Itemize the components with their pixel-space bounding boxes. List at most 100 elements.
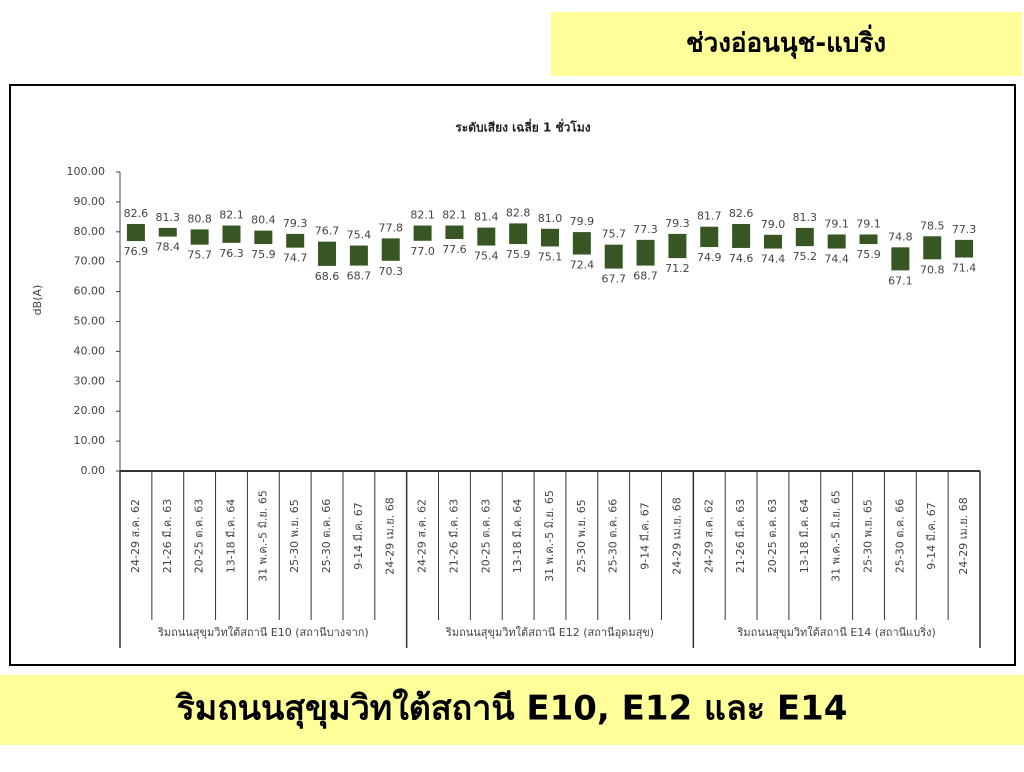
low-label: 77.0 — [410, 245, 435, 258]
chart-frame — [9, 84, 1016, 666]
low-label: 74.9 — [697, 251, 722, 264]
high-label: 81.3 — [793, 211, 818, 224]
x-tick-label: 21-26 มี.ค. 63 — [734, 499, 747, 574]
plot: 0.00 10.00 20.00 30.00 40.00 50.00 60.00 70.00 8… — [67, 165, 981, 648]
range-bar — [158, 227, 177, 237]
low-label: 67.1 — [888, 274, 913, 287]
high-label: 80.8 — [187, 212, 212, 225]
x-tick-label: 21-26 มี.ค. 63 — [447, 499, 460, 574]
x-tick-label: 25-30 ต.ค. 66 — [893, 499, 906, 573]
range-bar — [955, 239, 974, 258]
y-tick-label: 60.00 — [74, 285, 106, 298]
x-tick-label: 24-29 ส.ค. 62 — [702, 499, 715, 573]
low-label: 77.6 — [442, 243, 467, 256]
high-label: 82.6 — [729, 207, 754, 220]
high-label: 79.0 — [761, 218, 786, 231]
x-tick-label: 20-25 ต.ค. 63 — [479, 499, 492, 573]
low-label: 68.7 — [347, 270, 372, 283]
range-bar — [795, 227, 814, 247]
range-bar — [222, 225, 241, 243]
low-label: 68.7 — [633, 270, 658, 283]
low-label: 74.4 — [824, 253, 849, 266]
low-label: 70.8 — [920, 263, 945, 276]
high-label: 76.7 — [315, 225, 340, 238]
x-tick-label: 24-29 เม.ย. 68 — [384, 497, 397, 574]
low-label: 67.7 — [601, 273, 626, 286]
x-tick-label: 9-14 มี.ค. 67 — [925, 502, 938, 570]
high-label: 77.3 — [633, 223, 658, 236]
x-tick-label: 25-30 พ.ย. 65 — [288, 499, 301, 573]
low-label: 74.7 — [283, 252, 308, 265]
y-axis-label: dB(A) — [31, 285, 44, 316]
footer-title: ริมถนนสุขุมวิทใต้สถานี E10, E12 และ E14 — [175, 688, 848, 730]
range-bar — [445, 225, 464, 239]
high-label: 81.3 — [156, 211, 181, 224]
high-label: 77.3 — [952, 223, 977, 236]
low-label: 75.9 — [856, 248, 881, 261]
low-label: 76.9 — [124, 245, 149, 258]
range-bar — [477, 227, 496, 246]
group-label: ริมถนนสุขุมวิทใต้สถานี E14 (สถานีแบริ่ง) — [736, 624, 935, 639]
x-tick-label: 20-25 ต.ค. 63 — [766, 499, 779, 573]
range-bar — [763, 234, 782, 249]
range-bar — [509, 223, 528, 245]
low-label: 76.3 — [219, 247, 244, 260]
x-tick-label: 24-29 ส.ค. 62 — [129, 499, 142, 573]
x-tick-label: 25-30 ต.ค. 66 — [320, 499, 333, 573]
y-tick-label: 100.00 — [67, 165, 106, 178]
y-tick-label: 0.00 — [81, 464, 106, 477]
high-label: 82.1 — [410, 209, 435, 222]
range-bar — [572, 232, 591, 255]
low-label: 74.6 — [729, 252, 754, 265]
x-tick-label: 24-29 ส.ค. 62 — [416, 499, 429, 573]
x-tick-label: 9-14 มี.ค. 67 — [639, 502, 652, 570]
group-label: ริมถนนสุขุมวิทใต้สถานี E10 (สถานีบางจาก) — [157, 626, 369, 639]
high-label: 81.4 — [474, 211, 499, 224]
range-bar — [349, 245, 368, 266]
x-tick-label: 13-18 มี.ค. 64 — [798, 499, 811, 574]
low-label: 75.9 — [506, 248, 531, 261]
y-tick-label: 40.00 — [74, 344, 106, 357]
range-bar — [668, 233, 687, 259]
low-label: 74.4 — [761, 253, 786, 266]
header-box — [551, 12, 1022, 76]
range-bar — [318, 241, 337, 266]
y-tick-label: 20.00 — [74, 404, 106, 417]
y-tick-label: 90.00 — [74, 195, 106, 208]
x-tick-label: 31 พ.ค.-5 มิ.ย. 65 — [256, 490, 269, 582]
x-tick-label: 20-25 ต.ค. 63 — [193, 499, 206, 573]
low-label: 75.1 — [538, 250, 563, 263]
range-bar — [254, 230, 273, 245]
x-tick-label: 31 พ.ค.-5 มิ.ย. 65 — [830, 490, 843, 582]
high-label: 75.7 — [601, 228, 626, 241]
low-label: 78.4 — [156, 241, 181, 254]
low-label: 71.4 — [952, 262, 977, 275]
y-tick-label: 30.00 — [74, 374, 106, 387]
range-bar — [286, 233, 305, 248]
group-label: ริมถนนสุขุมวิทใต้สถานี E12 (สถานีอุดมสุข… — [445, 626, 654, 639]
low-label: 75.9 — [251, 248, 276, 261]
x-tick-label: 24-29 เม.ย. 68 — [957, 497, 970, 574]
low-label: 68.6 — [315, 270, 340, 283]
x-tick-label: 21-26 มี.ค. 63 — [161, 499, 174, 574]
range-bar — [891, 247, 910, 271]
chart-title: ระดับเสียง เฉลี่ย 1 ชั่วโมง — [455, 119, 590, 135]
x-tick-label: 31 พ.ค.-5 มิ.ย. 65 — [543, 490, 556, 582]
range-bar — [827, 234, 846, 249]
range-bar — [700, 226, 719, 248]
y-tick-label: 70.00 — [74, 255, 106, 268]
high-label: 77.8 — [378, 221, 403, 234]
high-label: 82.1 — [442, 209, 467, 222]
low-label: 75.4 — [474, 250, 499, 263]
high-label: 74.8 — [888, 230, 913, 243]
low-label: 71.2 — [665, 262, 690, 275]
high-label: 81.7 — [697, 210, 722, 223]
high-label: 75.4 — [347, 229, 372, 242]
range-bar — [923, 236, 942, 260]
low-label: 75.7 — [187, 249, 212, 262]
low-label: 70.3 — [378, 265, 403, 278]
low-label: 75.2 — [793, 250, 818, 263]
high-label: 82.6 — [124, 207, 149, 220]
